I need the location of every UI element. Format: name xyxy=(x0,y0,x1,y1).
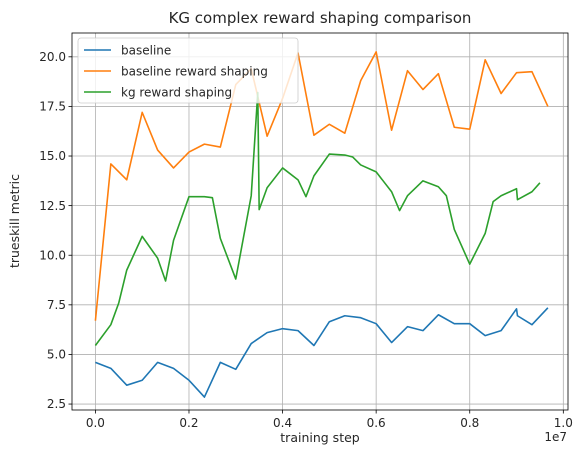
x-tick-label: 0.0 xyxy=(86,416,105,430)
plot-frame xyxy=(71,32,569,411)
series-line-1 xyxy=(95,307,549,398)
x-tick-label: 0.2 xyxy=(179,416,198,430)
legend-box xyxy=(77,37,299,104)
legend: baseline baseline reward shaping kg reward… xyxy=(77,37,299,104)
y-axis-label: trueskill metric xyxy=(7,174,22,268)
axes: 0.0 0.2 0.4 0.6 0.8 1.0 2.5 5.0 7.5 10.0 12.5 15.0 1… xyxy=(39,50,573,430)
legend-label-1: baseline xyxy=(121,43,171,57)
legend-label-3: kg reward shaping xyxy=(121,85,232,99)
series-line-3 xyxy=(94,91,541,346)
y-tick-label: 15.0 xyxy=(39,149,66,163)
y-tick-label: 12.5 xyxy=(39,199,66,213)
y-tick-label: 5.0 xyxy=(47,348,66,362)
y-tick-label: 7.5 xyxy=(47,298,66,312)
x-axis-label: training step xyxy=(280,430,360,445)
x-tick-label: 0.8 xyxy=(460,416,479,430)
chart-title: KG complex reward shaping comparison xyxy=(169,9,472,27)
series-lines xyxy=(94,51,549,398)
x-tick-label: 1.0 xyxy=(554,416,573,430)
x-axis-offset-label: 1e7 xyxy=(544,430,567,444)
series-line-2 xyxy=(94,51,549,321)
y-tick-label: 17.5 xyxy=(39,100,66,114)
x-tick-label: 0.4 xyxy=(273,416,292,430)
y-tick-label: 2.5 xyxy=(47,397,66,411)
legend-label-2: baseline reward shaping xyxy=(121,64,268,78)
x-tick-label: 0.6 xyxy=(367,416,386,430)
y-tick-label: 20.0 xyxy=(39,50,66,64)
y-tick-label: 10.0 xyxy=(39,248,66,262)
